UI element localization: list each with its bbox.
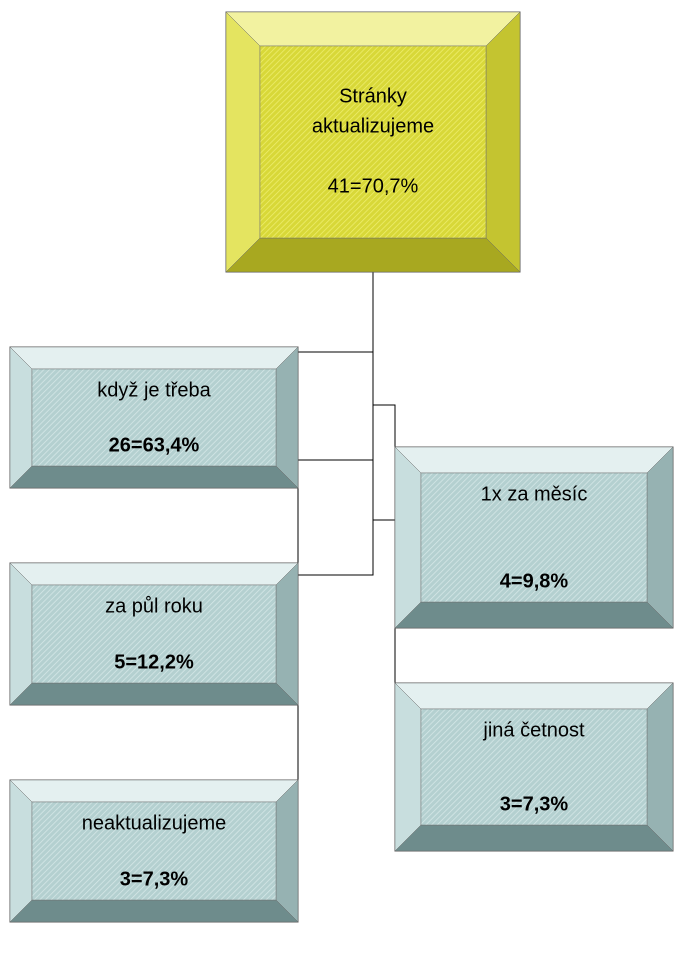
- connectors: [297, 272, 396, 785]
- bevel: [9, 346, 33, 489]
- node-value: 26=63,4%: [109, 434, 200, 456]
- node-box: 1x za měsíc 4=9,8%: [394, 446, 674, 629]
- bevel: [394, 446, 674, 474]
- node-label: aktualizujeme: [312, 115, 434, 137]
- bevel: [646, 682, 674, 852]
- bevel: [9, 465, 299, 489]
- bevel: [394, 824, 674, 852]
- bevel: [9, 562, 299, 586]
- node-label: za půl roku: [105, 595, 203, 617]
- node-box: Stránky aktualizujeme 41=70,7%: [225, 11, 521, 273]
- node-value: 5=12,2%: [114, 651, 194, 673]
- bevel: [394, 682, 674, 710]
- bevel: [9, 779, 299, 803]
- connector: [297, 459, 373, 785]
- bevel: [225, 237, 521, 273]
- bevel: [9, 899, 299, 923]
- bevel: [485, 11, 521, 273]
- bevel: [394, 446, 422, 629]
- node-label: jiná četnost: [482, 719, 585, 741]
- bevel: [394, 682, 422, 852]
- node-value: 3=7,3%: [120, 868, 189, 890]
- bevel: [225, 11, 521, 47]
- node-box: neaktualizujeme 3=7,3%: [9, 779, 299, 923]
- bevel: [9, 682, 299, 706]
- node-value: 4=9,8%: [500, 570, 569, 592]
- box-face: [31, 801, 277, 901]
- bevel: [275, 779, 299, 923]
- node-value: 3=7,3%: [500, 793, 569, 815]
- bevel: [394, 601, 674, 629]
- bevel: [275, 562, 299, 706]
- bevel: [9, 562, 33, 706]
- box-face: [420, 472, 648, 603]
- connector: [298, 272, 374, 576]
- bevel: [9, 346, 299, 370]
- box-face: [259, 45, 487, 239]
- node-label: neaktualizujeme: [82, 812, 227, 834]
- box-face: [420, 708, 648, 826]
- box-face: [31, 584, 277, 684]
- node-value: 41=70,7%: [328, 175, 419, 197]
- node-label: Stránky: [339, 85, 407, 107]
- bevel: [9, 779, 33, 923]
- connector: [373, 404, 396, 521]
- node-box: když je třeba 26=63,4%: [9, 346, 299, 489]
- node-label: když je třeba: [97, 379, 211, 401]
- node-box: jiná četnost 3=7,3%: [394, 682, 674, 852]
- node-box: za půl roku 5=12,2%: [9, 562, 299, 706]
- bevel: [225, 11, 261, 273]
- box-face: [31, 368, 277, 467]
- node-label: 1x za měsíc: [481, 483, 588, 505]
- bevel: [275, 346, 299, 489]
- bevel: [646, 446, 674, 629]
